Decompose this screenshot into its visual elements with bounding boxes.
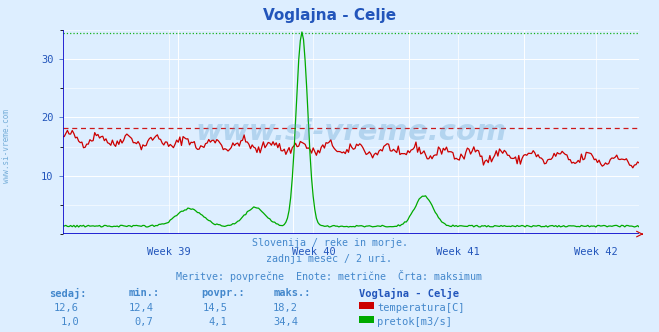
Text: sedaj:: sedaj: [49,288,87,299]
Text: temperatura[C]: temperatura[C] [377,303,465,313]
Text: 0,7: 0,7 [135,317,154,327]
Text: www.si-vreme.com: www.si-vreme.com [2,109,11,183]
Text: min.:: min.: [129,288,159,298]
Text: povpr.:: povpr.: [201,288,244,298]
Text: 12,4: 12,4 [129,303,154,313]
Text: 12,6: 12,6 [54,303,79,313]
Text: Week 40: Week 40 [291,247,335,257]
Text: 14,5: 14,5 [202,303,227,313]
Text: Slovenija / reke in morje.: Slovenija / reke in morje. [252,238,407,248]
Text: 34,4: 34,4 [273,317,298,327]
Text: zadnji mesec / 2 uri.: zadnji mesec / 2 uri. [266,254,393,264]
Text: www.si-vreme.com: www.si-vreme.com [195,118,507,146]
Text: Voglajna - Celje: Voglajna - Celje [359,288,459,299]
Text: Week 42: Week 42 [574,247,618,257]
Text: pretok[m3/s]: pretok[m3/s] [377,317,452,327]
Text: Week 39: Week 39 [148,247,191,257]
Text: 1,0: 1,0 [61,317,79,327]
Text: 18,2: 18,2 [273,303,298,313]
Text: Week 41: Week 41 [436,247,480,257]
Text: Voglajna - Celje: Voglajna - Celje [263,8,396,23]
Text: maks.:: maks.: [273,288,311,298]
Text: Meritve: povprečne  Enote: metrične  Črta: maksimum: Meritve: povprečne Enote: metrične Črta:… [177,270,482,282]
Text: 4,1: 4,1 [209,317,227,327]
